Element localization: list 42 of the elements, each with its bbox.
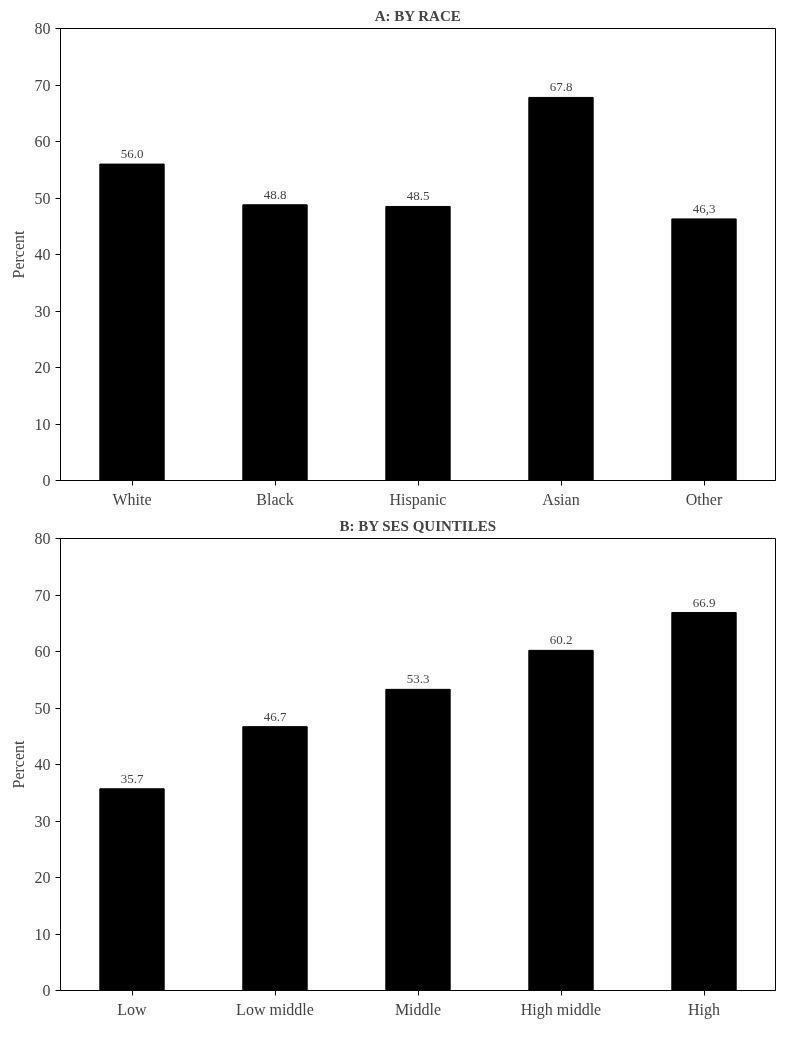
x-tick-label: High <box>688 1000 720 1019</box>
data-label: 56.0 <box>120 146 144 162</box>
y-tick-label: 10 <box>34 925 51 943</box>
x-tick-label: Black <box>256 490 294 508</box>
data-label: 60.2 <box>549 632 573 648</box>
chart-title: B: BY SES QUINTILES <box>339 517 497 534</box>
y-tick-label: 30 <box>34 302 51 320</box>
y-axis-title: Percent <box>9 739 27 789</box>
data-label: 35.7 <box>120 770 144 786</box>
y-tick-label: 50 <box>34 189 51 207</box>
y-tick-label: 0 <box>42 982 51 999</box>
data-label: 46.7 <box>263 708 287 724</box>
y-tick-label: 70 <box>34 586 51 604</box>
y-tick-label: 20 <box>34 869 51 886</box>
x-tick-label: White <box>112 490 152 508</box>
y-tick-label: 60 <box>34 133 51 150</box>
data-label: 67.8 <box>549 79 573 95</box>
data-label: 53.3 <box>406 671 430 687</box>
chart-title: A: BY RACE <box>374 7 461 24</box>
data-label: 48.8 <box>263 186 287 202</box>
data-label: 46,3 <box>692 200 716 216</box>
x-tick-label: Asian <box>542 490 580 508</box>
x-tick-label: Low middle <box>236 1000 314 1018</box>
y-axis-title: Percent <box>9 229 27 279</box>
y-tick-label: 40 <box>34 246 51 263</box>
x-tick-label: Other <box>685 490 723 508</box>
y-tick-label: 50 <box>34 699 51 717</box>
y-tick-label: 0 <box>42 472 51 489</box>
y-tick-label: 70 <box>34 76 51 94</box>
y-tick-label: 20 <box>34 359 51 376</box>
x-tick-label: Hispanic <box>389 490 447 509</box>
x-tick-label: High middle <box>520 1000 602 1019</box>
y-tick-label: 40 <box>34 756 51 773</box>
y-tick-label: 60 <box>34 643 51 660</box>
x-tick-label: Middle <box>394 1000 442 1018</box>
y-tick-label: 10 <box>34 415 51 433</box>
y-tick-label: 80 <box>34 20 51 37</box>
data-label: 66.9 <box>692 594 716 610</box>
y-tick-label: 80 <box>34 530 51 547</box>
x-tick-label: Low <box>117 1000 148 1018</box>
y-tick-label: 30 <box>34 812 51 830</box>
data-label: 48.5 <box>406 188 430 204</box>
